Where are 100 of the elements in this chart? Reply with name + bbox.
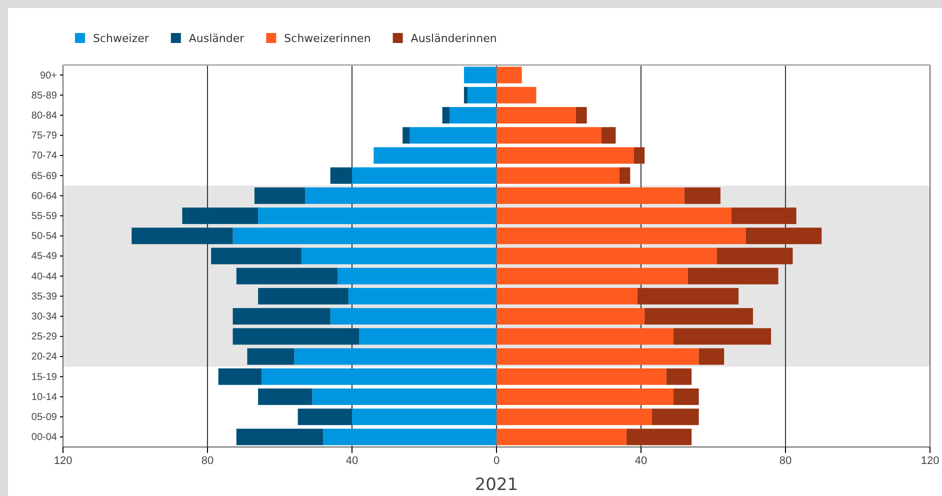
bar	[601, 127, 616, 144]
y-tick-label: 40-44	[31, 271, 58, 282]
bar	[218, 368, 262, 385]
bar	[211, 248, 302, 264]
bar	[634, 147, 645, 164]
y-tick-label: 50-54	[31, 231, 58, 242]
x-tick-label: 120	[920, 454, 940, 467]
bar	[496, 348, 699, 365]
bar	[644, 308, 753, 325]
bar	[338, 268, 496, 284]
y-tick-label: 80-84	[31, 110, 58, 122]
bar	[716, 248, 793, 264]
x-tick-label: 0	[493, 454, 500, 467]
bar	[698, 348, 724, 365]
y-tick-label: 60-64	[31, 190, 58, 202]
bar	[232, 228, 496, 244]
bar	[619, 167, 630, 184]
bar	[496, 86, 536, 104]
bar	[374, 147, 496, 164]
y-tick-label: 30-34	[31, 312, 58, 323]
bar	[674, 328, 772, 345]
bar	[496, 66, 522, 84]
y-tick-label: 75-79	[31, 130, 58, 142]
bar	[464, 86, 468, 104]
x-tick-label: 40	[346, 454, 358, 467]
bar	[352, 408, 496, 426]
legend-label: Schweizer	[93, 32, 150, 45]
bar	[496, 248, 717, 264]
bar	[746, 228, 822, 244]
bar	[674, 388, 699, 405]
y-tick-label: 00-04	[31, 432, 58, 444]
bar	[496, 428, 627, 446]
bar	[496, 288, 638, 304]
y-tick-label: 45-49	[31, 251, 58, 262]
bar	[468, 86, 496, 104]
x-tick-label: 40	[634, 454, 648, 467]
y-tick-label: 65-69	[31, 170, 58, 182]
bar	[731, 208, 796, 224]
bar	[637, 288, 739, 304]
bar	[496, 127, 602, 144]
bar	[182, 208, 258, 224]
bar	[330, 308, 496, 325]
bar	[496, 147, 634, 164]
bar	[410, 127, 496, 144]
bar	[496, 107, 576, 124]
bar	[232, 308, 330, 325]
bar	[666, 368, 692, 385]
y-tick-label: 85-89	[31, 90, 58, 102]
legend-label: Schweizerinnen	[284, 32, 371, 45]
bar	[576, 107, 587, 124]
bar	[450, 107, 496, 124]
bar	[348, 288, 496, 304]
y-tick-label: 15-19	[31, 372, 58, 383]
bar	[330, 167, 352, 184]
bar	[294, 348, 496, 365]
bar	[236, 428, 324, 446]
x-tick-label: 80	[779, 454, 792, 467]
y-tick-label: 25-29	[31, 332, 58, 343]
x-tick-label: 120	[54, 454, 72, 467]
bar	[496, 268, 688, 284]
bar	[132, 228, 233, 244]
y-tick-label: 35-39	[31, 291, 58, 302]
bar	[496, 228, 746, 244]
bar	[258, 388, 312, 405]
bar	[442, 107, 450, 124]
bar	[258, 288, 348, 304]
legend-label: Ausländer	[188, 32, 245, 45]
bar	[247, 348, 294, 365]
bar	[496, 187, 684, 204]
bar	[464, 66, 496, 84]
bar	[236, 268, 338, 284]
bar	[496, 408, 652, 426]
bar	[298, 408, 352, 426]
bar	[626, 428, 692, 446]
bar	[312, 388, 496, 405]
y-tick-label: 20-24	[31, 352, 58, 363]
bar	[496, 308, 645, 325]
y-tick-label: 10-14	[31, 392, 58, 403]
bar	[323, 428, 496, 446]
y-tick-label: 55-59	[31, 210, 58, 222]
bar	[352, 167, 496, 184]
bar	[684, 187, 720, 204]
bar	[496, 388, 674, 405]
bar	[496, 328, 674, 345]
bar	[232, 328, 360, 345]
bar	[262, 368, 496, 385]
x-tick-label: 80	[201, 454, 214, 467]
bar	[254, 187, 306, 204]
y-tick-label: 05-09	[31, 412, 58, 424]
bar	[301, 248, 496, 264]
legend-label: Ausländerinnen	[410, 32, 497, 45]
bar	[402, 127, 410, 144]
x-axis-title: 2021	[474, 475, 518, 495]
bar	[359, 328, 496, 345]
bar	[305, 187, 496, 204]
bar	[688, 268, 778, 284]
bar	[496, 167, 620, 184]
y-tick-label: 70-74	[31, 150, 58, 162]
bar	[496, 208, 732, 224]
bar	[652, 408, 699, 426]
